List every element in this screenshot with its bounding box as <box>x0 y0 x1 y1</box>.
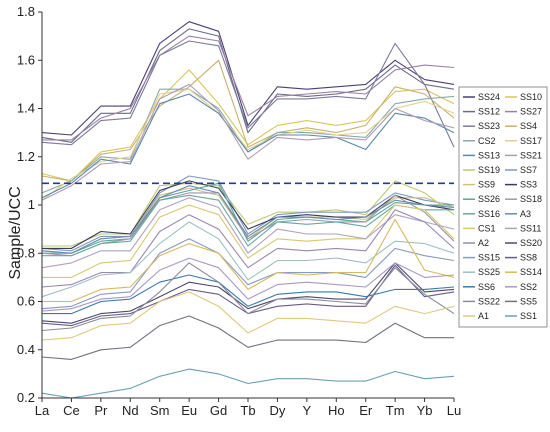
x-tick-label: Sm <box>150 403 170 418</box>
legend-label-a2: A2 <box>478 238 489 248</box>
series-line-ss13 <box>41 93 455 199</box>
y-tick-label: 1.6 <box>17 52 35 67</box>
legend-label-ss22: SS22 <box>478 296 500 306</box>
x-tick-label: Pr <box>94 403 108 418</box>
y-tick-label: 0.6 <box>17 294 35 309</box>
x-tick-label: Eu <box>181 403 197 418</box>
series-line-ss5 <box>41 315 454 360</box>
series-line-ss12 <box>41 28 455 143</box>
series-line-ss20 <box>41 262 455 324</box>
series-line-ss15 <box>41 238 455 310</box>
y-tick-label: 0.4 <box>17 342 35 357</box>
series-line-ss7 <box>41 175 455 252</box>
legend-label-ss9: SS9 <box>478 180 495 190</box>
x-tick-label: Er <box>359 403 373 418</box>
legend-label-ss23: SS23 <box>478 121 500 131</box>
legend-label-ss26: SS26 <box>478 194 500 204</box>
legend-label-ss6: SS6 <box>478 282 495 292</box>
plot-area <box>41 21 455 399</box>
legend-label-ss12: SS12 <box>478 107 500 117</box>
series-line-ss2 <box>41 257 455 312</box>
legend-label-a1: A1 <box>478 311 489 321</box>
series-line-ss6 <box>42 274 455 315</box>
series-line-cs2 <box>41 88 455 194</box>
x-tick-label: Ce <box>63 403 80 418</box>
series-line-ss16 <box>42 194 454 257</box>
series-line-ss22 <box>41 262 455 332</box>
y-tick-label: 0.2 <box>17 390 35 405</box>
series-line-ss17 <box>41 88 455 201</box>
y-tick-label: 1 <box>28 197 35 212</box>
x-tick-label: La <box>35 403 50 418</box>
legend-label-ss13: SS13 <box>478 150 500 160</box>
series-line-cs1 <box>42 204 455 278</box>
legend-label-ss18: SS18 <box>520 194 542 204</box>
y-tick-label: 1.8 <box>17 4 35 19</box>
legend-label-cs2: CS2 <box>478 136 496 146</box>
legend-label-ss15: SS15 <box>478 253 500 263</box>
legend-label-ss17: SS17 <box>520 136 542 146</box>
legend-label-ss8: SS8 <box>520 253 537 263</box>
axes: 0.2 0.4 0.6 0.8 1 1.2 1.4 1.6 1.8 La Ce Pr Nd Sm Eu Gd T… <box>17 4 461 418</box>
legend-label-ss14: SS14 <box>520 267 542 277</box>
legend-label-ss24: SS24 <box>478 92 500 102</box>
legend-label-ss27: SS27 <box>520 107 542 117</box>
series-line-ss14 <box>42 218 455 303</box>
legend-label-ss21: SS21 <box>520 150 542 160</box>
series-line-ss26 <box>42 182 454 254</box>
legend-label-ss2: SS2 <box>520 282 537 292</box>
legend-label-ss7: SS7 <box>520 165 537 175</box>
series-line-a1 <box>41 291 455 341</box>
x-tick-label: Y <box>303 403 312 418</box>
series-line-ss18 <box>41 192 455 257</box>
series-line-ss3 <box>42 180 455 249</box>
series-line-ss1 <box>41 368 455 399</box>
legend-label-ss19: SS19 <box>478 165 500 175</box>
series-line-a2 <box>41 209 455 288</box>
x-tick-label: Tb <box>240 403 255 418</box>
legend-label-ss5: SS5 <box>520 296 537 306</box>
series-line-ss10 <box>41 69 455 182</box>
x-tick-label: Ho <box>328 403 345 418</box>
legend-label-cs1: CS1 <box>478 223 496 233</box>
legend-label-ss4: SS4 <box>520 121 537 131</box>
y-tick-label: 0.8 <box>17 245 35 260</box>
x-tick-label: Nd <box>122 403 139 418</box>
legend-label-ss20: SS20 <box>520 238 542 248</box>
series-line-ss19 <box>42 180 455 247</box>
x-tick-label: Dy <box>269 403 285 418</box>
x-tick-label: Gd <box>210 403 227 418</box>
legend-label-ss11: SS11 <box>520 223 541 233</box>
legend-label-ss25: SS25 <box>478 267 500 277</box>
x-tick-label: Lu <box>447 403 461 418</box>
y-axis-title: Sample/UCC <box>7 186 24 279</box>
x-tick-label: Tm <box>386 403 405 418</box>
series-line-ss21 <box>41 83 455 201</box>
legend-label-ss10: SS10 <box>520 92 542 102</box>
series-line-ss25 <box>41 221 455 298</box>
series-line-ss4 <box>41 59 455 182</box>
series-line-ss23 <box>41 40 455 148</box>
x-tick-label: Yb <box>417 403 433 418</box>
legend-label-ss3: SS3 <box>520 180 537 190</box>
series-line-ss27 <box>42 35 455 141</box>
legend-label-ss16: SS16 <box>478 209 500 219</box>
series-line-a3 <box>41 185 455 254</box>
y-tick-label: 1.2 <box>17 149 35 164</box>
series-line-ss24 <box>41 21 455 136</box>
legend-label-ss1: SS1 <box>520 311 537 321</box>
y-tick-label: 1.4 <box>17 101 35 116</box>
legend-label-a3: A3 <box>520 209 531 219</box>
legend: SS24 SS10 SS12 SS27 SS23 SS4 CS2 SS17 SS13 SS21 SS… <box>458 86 548 328</box>
